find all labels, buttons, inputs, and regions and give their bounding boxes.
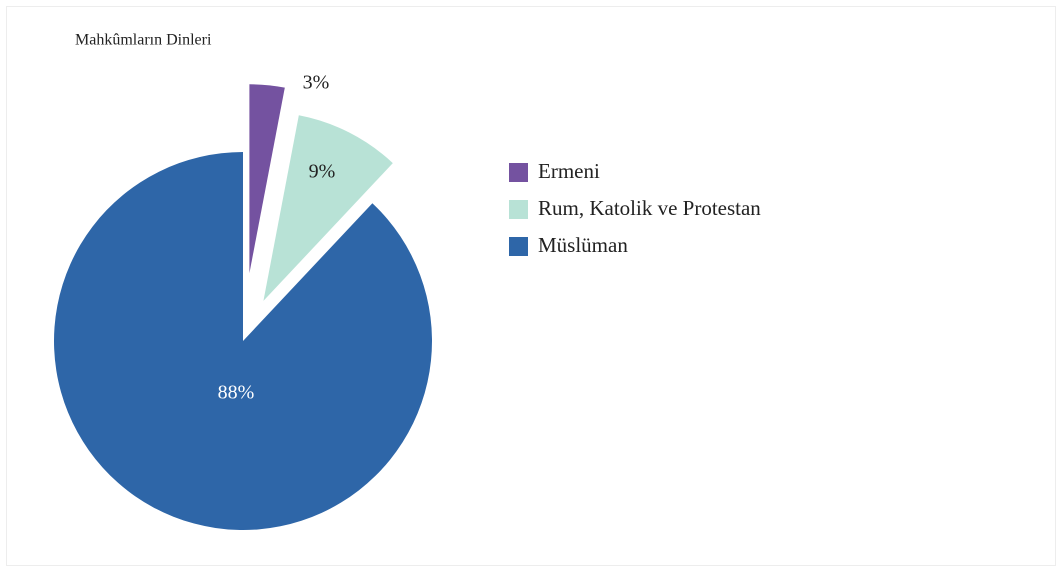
legend-label: Ermeni [538,159,600,183]
chart-title: Mahkûmların Dinleri [75,32,212,49]
chart-frame [6,6,1056,566]
legend-swatch [509,237,528,256]
data-label: 88% [218,382,255,404]
data-label: 9% [309,161,336,183]
legend-swatch [509,163,528,182]
legend-label: Müslüman [538,233,628,257]
data-label: 3% [303,72,330,94]
legend-swatch [509,200,528,219]
pie-slice [263,115,393,301]
legend-label: Rum, Katolik ve Protestan [538,196,761,220]
pie-slice [249,84,285,274]
pie-slice [54,152,433,530]
